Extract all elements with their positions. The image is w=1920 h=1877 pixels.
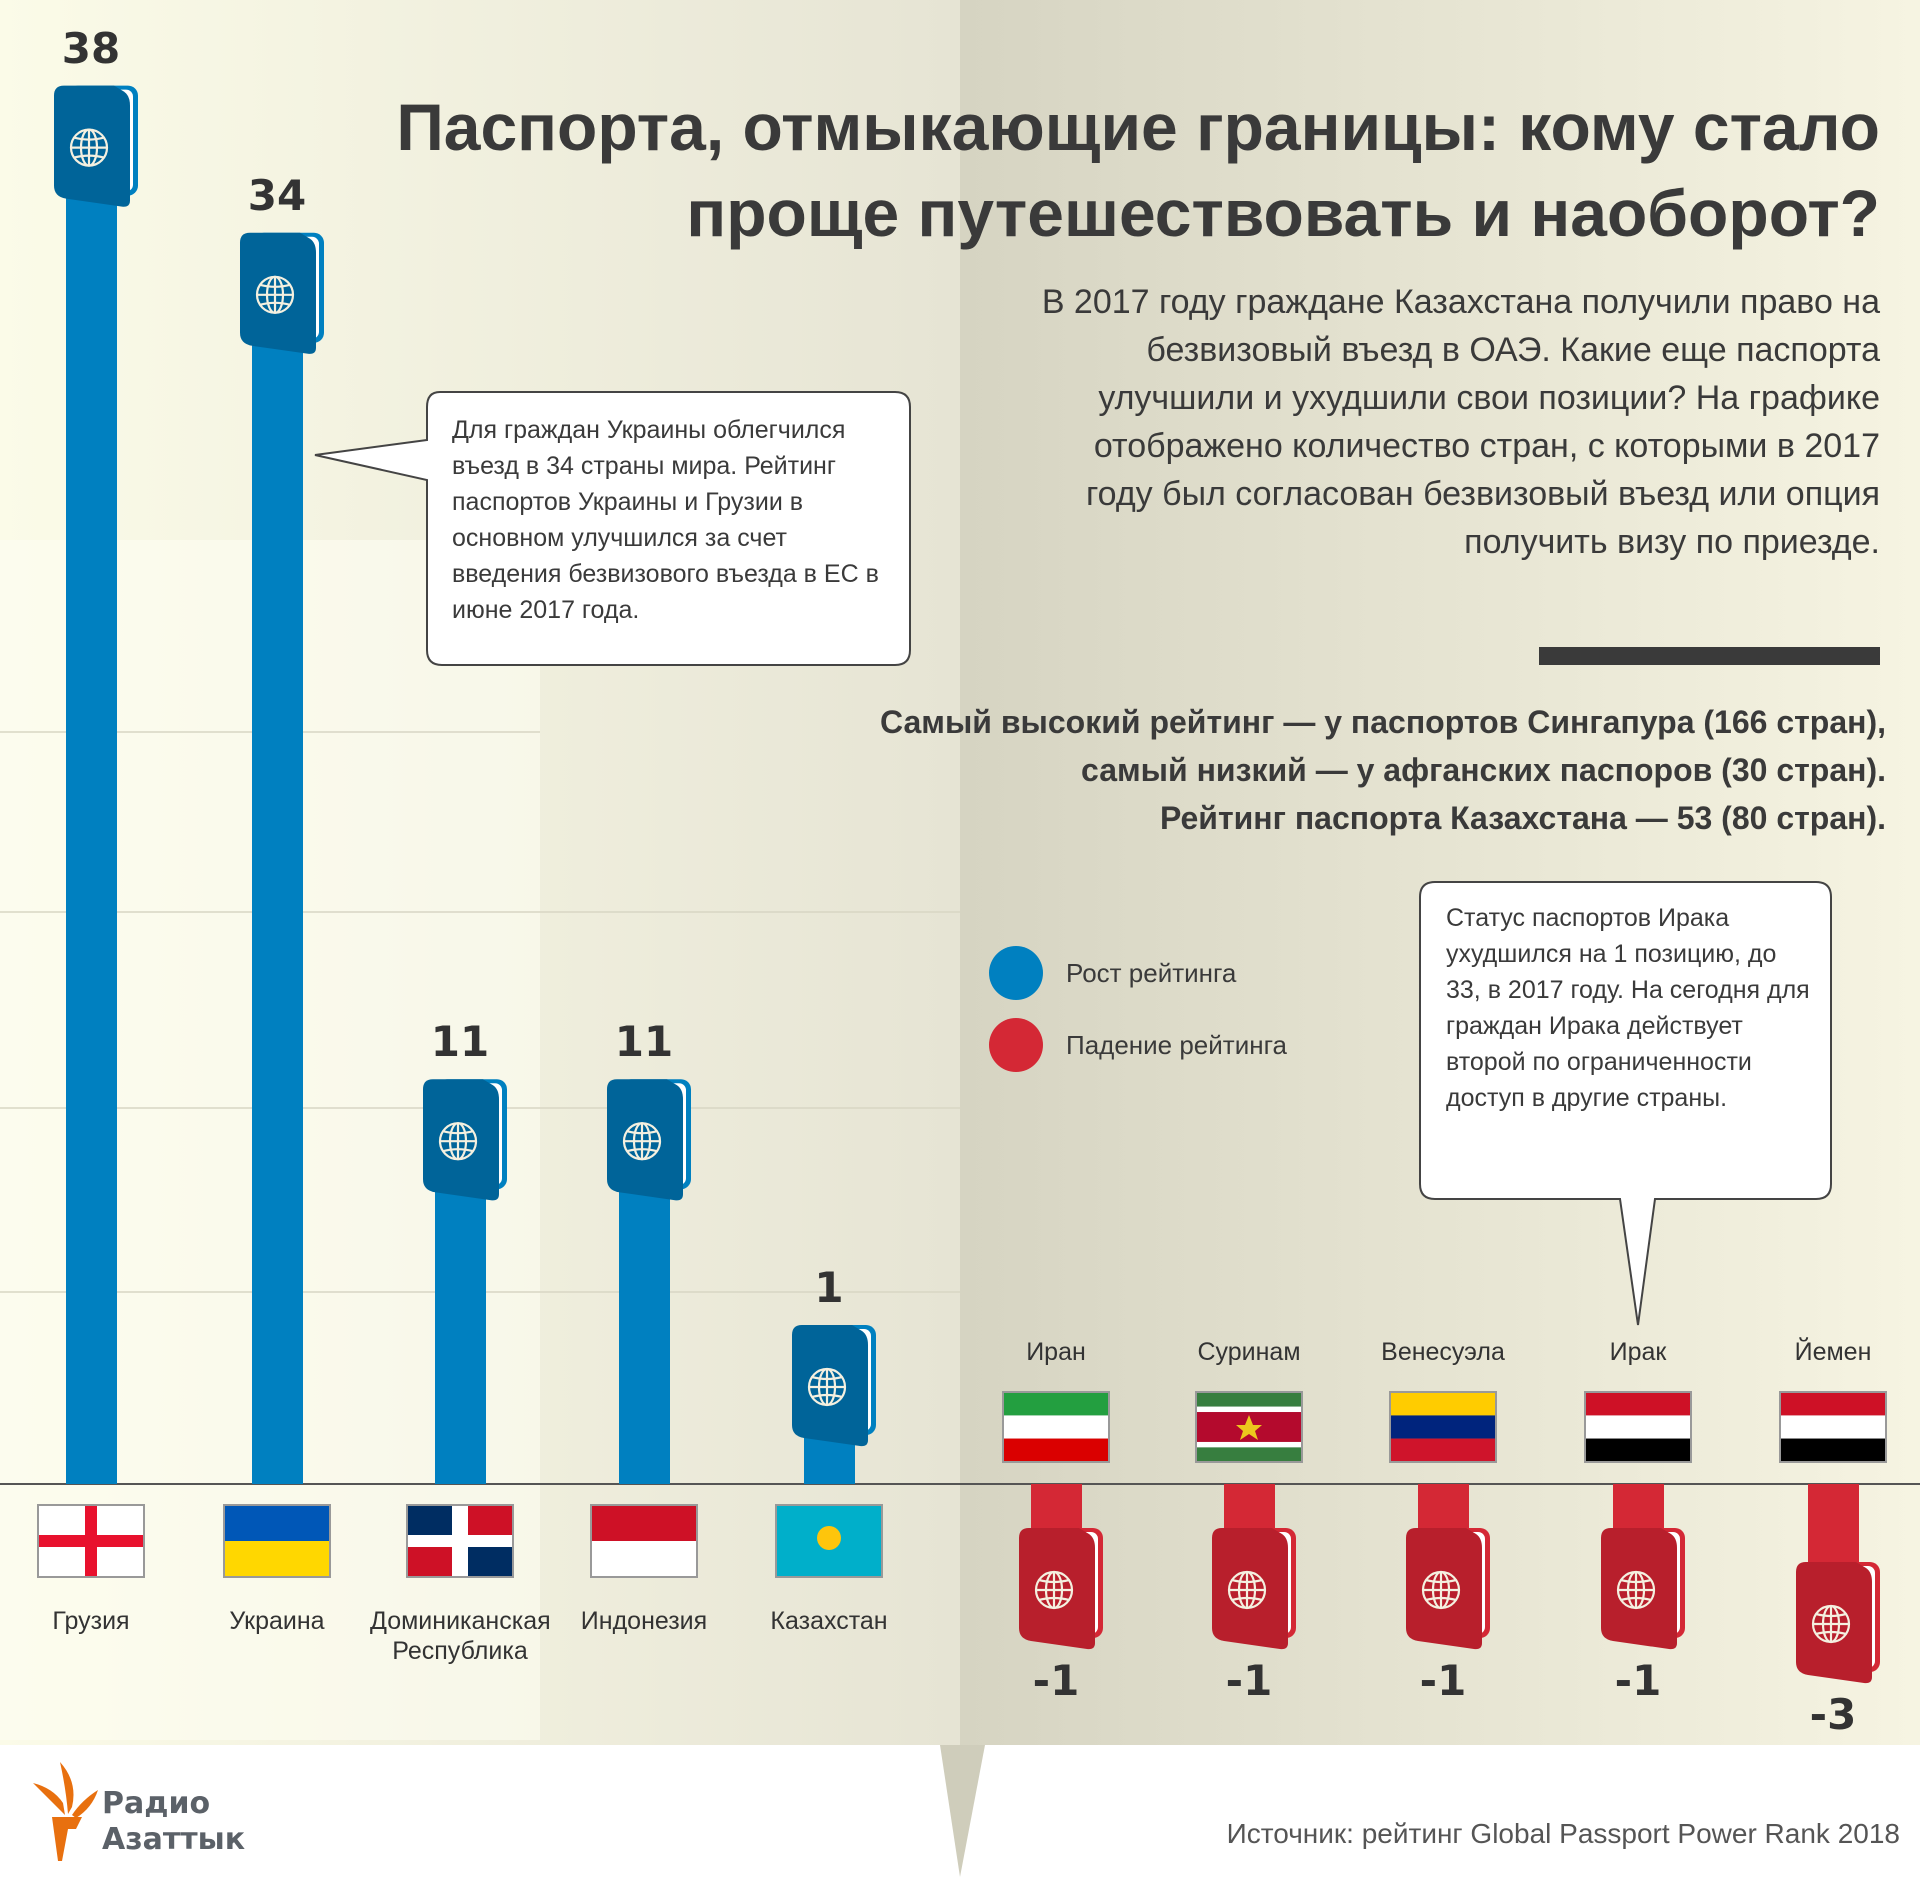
star-icon xyxy=(1236,1415,1262,1440)
legend-down-label: Падение рейтинга xyxy=(1066,1030,1287,1060)
globe-icon xyxy=(807,1367,847,1407)
passport-icon xyxy=(1796,1562,1880,1684)
value-label: -3 xyxy=(1809,1690,1857,1739)
globe-icon xyxy=(1227,1570,1267,1610)
flag-icon xyxy=(590,1504,698,1578)
globe-icon xyxy=(438,1122,478,1161)
flag-icon xyxy=(406,1504,514,1578)
globe-icon xyxy=(1421,1570,1461,1610)
bar-3 xyxy=(435,1179,486,1484)
value-label: 38 xyxy=(61,23,121,73)
passport-icon xyxy=(1406,1528,1490,1650)
legend-up-dot xyxy=(989,946,1043,1000)
intro-text: В 2017 году граждане Казахстана получили… xyxy=(1041,283,1880,561)
stats-block: Самый высокий рейтинг — у паспортов Синг… xyxy=(686,698,1886,842)
bar-2 xyxy=(252,332,303,1484)
value-label: -1 xyxy=(1225,1656,1273,1705)
country-label: Венесуэла xyxy=(1381,1338,1505,1366)
stat-kazakhstan: Рейтинг паспорта Казахстана — 53 (80 стр… xyxy=(1159,800,1886,836)
globe-icon xyxy=(255,275,295,314)
flag-icon xyxy=(1584,1391,1692,1463)
passport-icon xyxy=(423,1079,507,1201)
flag-icon xyxy=(1389,1391,1497,1463)
stat-highest: Самый высокий рейтинг — у паспортов Синг… xyxy=(879,704,1886,740)
source-note: Источник: рейтинг Global Passport Power … xyxy=(1226,1818,1900,1849)
value-label: 11 xyxy=(430,1017,490,1067)
passport-icon xyxy=(54,85,138,207)
radio-azattyk-logo-icon xyxy=(33,1762,98,1861)
value-label: -1 xyxy=(1032,1656,1080,1705)
value-label: -1 xyxy=(1419,1656,1467,1705)
passport-icon xyxy=(607,1079,691,1201)
globe-icon xyxy=(1811,1604,1851,1644)
logo-text: Радио Азаттык xyxy=(102,1786,245,1858)
flag-icon xyxy=(1779,1391,1887,1463)
country-label: Индонезия xyxy=(580,1607,708,1635)
legend-up-label: Рост рейтинга xyxy=(1066,958,1237,988)
divider-bar xyxy=(1539,647,1880,665)
value-label: 11 xyxy=(614,1017,674,1067)
page-title: Паспорта, отмыкающие границы: кому стало… xyxy=(396,90,1880,250)
flag-icon xyxy=(1002,1391,1110,1463)
value-label: 34 xyxy=(247,170,307,220)
legend-down-dot xyxy=(989,1018,1043,1072)
logo-line-2: Азаттык xyxy=(102,1822,246,1857)
value-label: -1 xyxy=(1614,1656,1662,1705)
callout-ukraine-text: Для граждан Украины облегчился въезд в 3… xyxy=(452,416,879,624)
globe-icon xyxy=(622,1122,662,1161)
globe-icon xyxy=(69,128,109,167)
passport-icon xyxy=(792,1325,876,1447)
value-label: 1 xyxy=(814,1263,844,1312)
country-label: Украина xyxy=(229,1607,325,1635)
bar-4 xyxy=(619,1179,670,1484)
passport-icon xyxy=(1601,1528,1685,1650)
country-label: Грузия xyxy=(52,1607,130,1635)
flag-icon xyxy=(1195,1391,1303,1463)
flag-icon xyxy=(37,1504,145,1578)
callout-iraq-text: Статус паспортов Ирака ухудшился на 1 по… xyxy=(1446,904,1810,1112)
passport-icon xyxy=(1212,1528,1296,1650)
flag-icon xyxy=(223,1504,331,1578)
logo-line-1: Радио xyxy=(102,1786,211,1821)
bar-1 xyxy=(66,185,117,1485)
globe-icon xyxy=(1616,1570,1656,1610)
country-label: Суринам xyxy=(1197,1338,1301,1366)
country-label: Доминиканская Республика xyxy=(370,1607,551,1665)
globe-icon xyxy=(1034,1570,1074,1610)
country-label: Йемен xyxy=(1794,1338,1872,1366)
passport-icon xyxy=(240,232,324,354)
stat-lowest: самый низкий — у афганских паспоров (30 … xyxy=(1081,752,1886,788)
passport-icon xyxy=(1019,1528,1103,1650)
callout-ukraine-bubble xyxy=(314,391,911,666)
country-label: Ирак xyxy=(1609,1338,1667,1366)
callout-iraq-bubble xyxy=(1419,881,1832,1326)
country-label: Казахстан xyxy=(770,1607,888,1635)
country-label: Иран xyxy=(1026,1338,1086,1366)
flag-icon xyxy=(775,1504,883,1578)
